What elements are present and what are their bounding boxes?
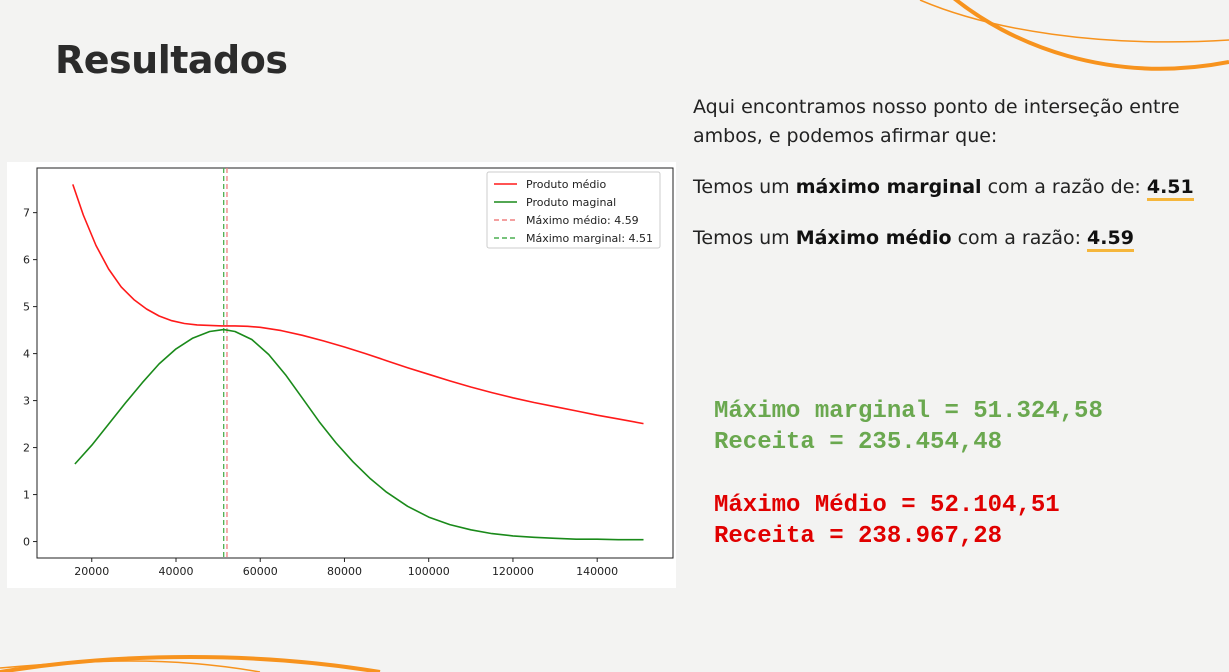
line2-bold: Máximo médio <box>795 227 952 249</box>
y-tick-label: 7 <box>23 207 30 220</box>
line2-middle: com a razão: <box>951 227 1088 249</box>
marginal-revenue-text: Receita = 235.454,48 <box>714 429 1003 456</box>
results-summary: Máximo marginal = 51.324,58 Receita = 23… <box>714 396 1103 552</box>
medio-ratio-line: Temos um Máximo médio com a razão: 4.59 <box>693 224 1134 253</box>
line-chart: 20000 40000 60000 80000 100000 120000 140000 0 1… <box>23 167 674 578</box>
legend-label-2: Máximo médio: 4.59 <box>526 214 639 227</box>
bottom-orange-curve-thin <box>0 660 261 672</box>
legend-label-0: Produto médio <box>526 178 606 191</box>
x-tick-label: 100000 <box>408 565 450 578</box>
line1-prefix: Temos um <box>693 176 796 198</box>
marginal-max-text: Máximo marginal = 51.324,58 <box>714 398 1103 425</box>
explanation-text: Aqui encontramos nosso ponto de interseç… <box>693 93 1213 252</box>
line1-middle: com a razão de: <box>981 176 1147 198</box>
y-tick-label: 6 <box>23 254 30 267</box>
y-tick-label: 2 <box>23 442 30 455</box>
page-title: Resultados <box>55 38 288 82</box>
series-line-1 <box>74 328 644 541</box>
line1-bold: máximo marginal <box>795 176 982 198</box>
x-tick-label: 20000 <box>74 565 109 578</box>
medio-revenue-text: Receita = 238.967,28 <box>714 523 1003 550</box>
x-tick-label: 80000 <box>327 565 362 578</box>
top-orange-curve-thin <box>919 0 1229 43</box>
medio-max-text: Máximo Médio = 52.104,51 <box>714 492 1060 519</box>
intro-paragraph: Aqui encontramos nosso ponto de interseç… <box>693 96 1180 147</box>
line2-prefix: Temos um <box>693 227 796 249</box>
series-line-0 <box>72 184 644 425</box>
x-tick-label: 40000 <box>158 565 193 578</box>
legend-label-1: Produto maginal <box>526 196 616 209</box>
legend-label-3: Máximo marginal: 4.51 <box>526 232 653 245</box>
x-tick-label: 120000 <box>492 565 534 578</box>
x-tick-label: 60000 <box>243 565 278 578</box>
marginal-ratio-line: Temos um máximo marginal com a razão de:… <box>693 173 1194 202</box>
y-tick-label: 4 <box>23 348 30 361</box>
y-tick-label: 5 <box>23 301 30 314</box>
bottom-orange-curve-thick <box>0 655 381 672</box>
top-orange-curve-thick <box>953 0 1229 71</box>
marginal-ratio-value: 4.51 <box>1146 176 1194 201</box>
y-tick-label: 0 <box>23 536 30 549</box>
y-tick-label: 1 <box>23 489 30 502</box>
legend-box <box>486 171 661 249</box>
x-tick-label: 140000 <box>576 565 618 578</box>
y-tick-label: 3 <box>23 395 30 408</box>
medio-ratio-value: 4.59 <box>1087 227 1134 252</box>
chart-panel: 20000 40000 60000 80000 100000 120000 140000 0 1… <box>7 162 676 588</box>
